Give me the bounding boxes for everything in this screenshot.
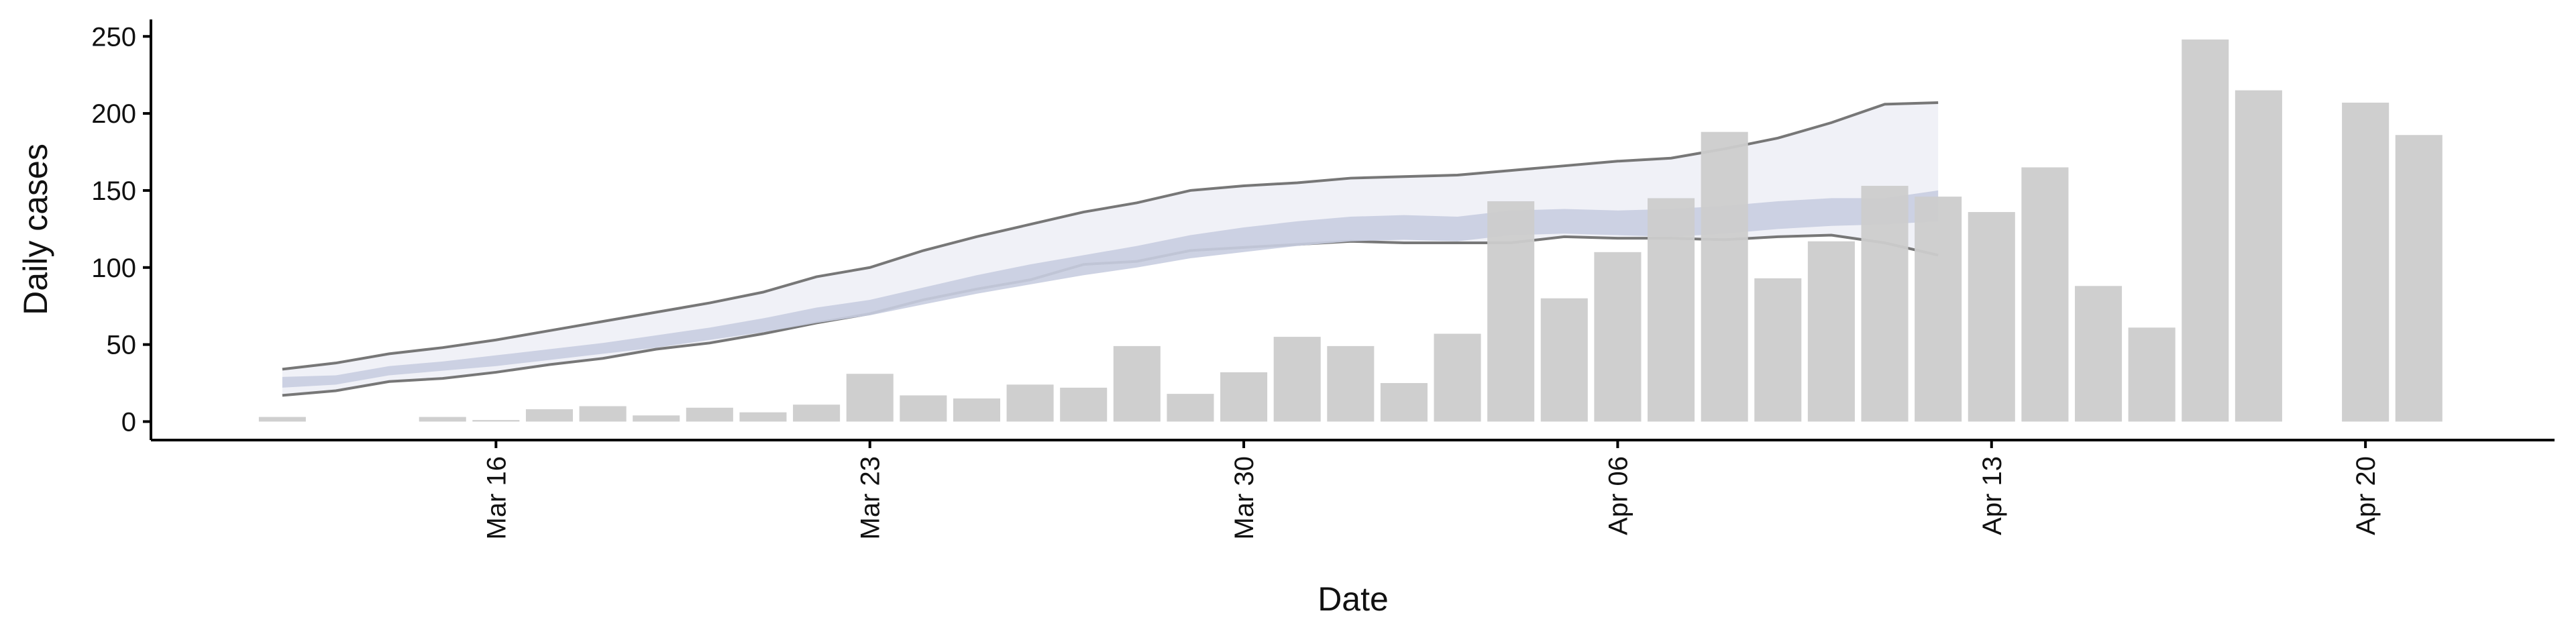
bar [1060, 387, 1108, 422]
x-tick-label: Mar 23 [856, 456, 885, 540]
bar [2395, 135, 2443, 422]
bar [846, 374, 894, 422]
model-band [282, 190, 1939, 388]
bar [1006, 384, 1054, 422]
y-tick-label: 200 [91, 99, 136, 129]
bar [2235, 90, 2282, 422]
bar [1701, 131, 1748, 422]
bar [1113, 345, 1161, 422]
y-tick-label: 250 [91, 22, 136, 52]
bar [1487, 201, 1535, 422]
bar [686, 407, 733, 422]
bar [1167, 394, 1214, 422]
bar [1434, 333, 1481, 422]
bar [419, 417, 466, 422]
bar [579, 406, 627, 422]
y-tick-label: 50 [107, 331, 137, 360]
bar [472, 420, 520, 422]
bar [258, 417, 306, 422]
bar [1594, 252, 1642, 422]
bar [525, 409, 574, 422]
bar [1968, 212, 2015, 422]
y-axis-title: Daily cases [17, 144, 54, 315]
bar [793, 405, 841, 422]
x-tick-label: Apr 20 [2351, 456, 2381, 535]
bar [2074, 286, 2123, 422]
x-tick-label: Mar 16 [482, 456, 511, 540]
bar [953, 398, 1000, 422]
x-axis-title: Date [1318, 580, 1389, 618]
bar [2021, 167, 2069, 422]
model-band [282, 103, 1939, 396]
bar [1220, 372, 1268, 422]
bar [1540, 298, 1588, 422]
bar [2182, 39, 2229, 422]
bar [1754, 278, 1802, 422]
bar [1807, 241, 1855, 422]
bar [2342, 103, 2390, 422]
bar [900, 395, 947, 422]
bar [1327, 345, 1375, 422]
bar [1648, 198, 1695, 422]
x-tick-label: Apr 06 [1603, 456, 1633, 535]
model-bound-line [282, 101, 1939, 371]
x-tick-label: Apr 13 [1978, 456, 2007, 535]
bar [1861, 186, 1909, 422]
bar [1380, 383, 1428, 422]
x-tick-label: Mar 30 [1230, 456, 1259, 540]
bar [1273, 337, 1321, 422]
y-tick-label: 100 [91, 254, 136, 283]
bar [1915, 197, 1962, 422]
bar [2128, 327, 2176, 422]
y-tick-label: 0 [121, 407, 136, 437]
bar [739, 412, 787, 422]
bar [633, 415, 680, 422]
y-tick-label: 150 [91, 176, 136, 206]
